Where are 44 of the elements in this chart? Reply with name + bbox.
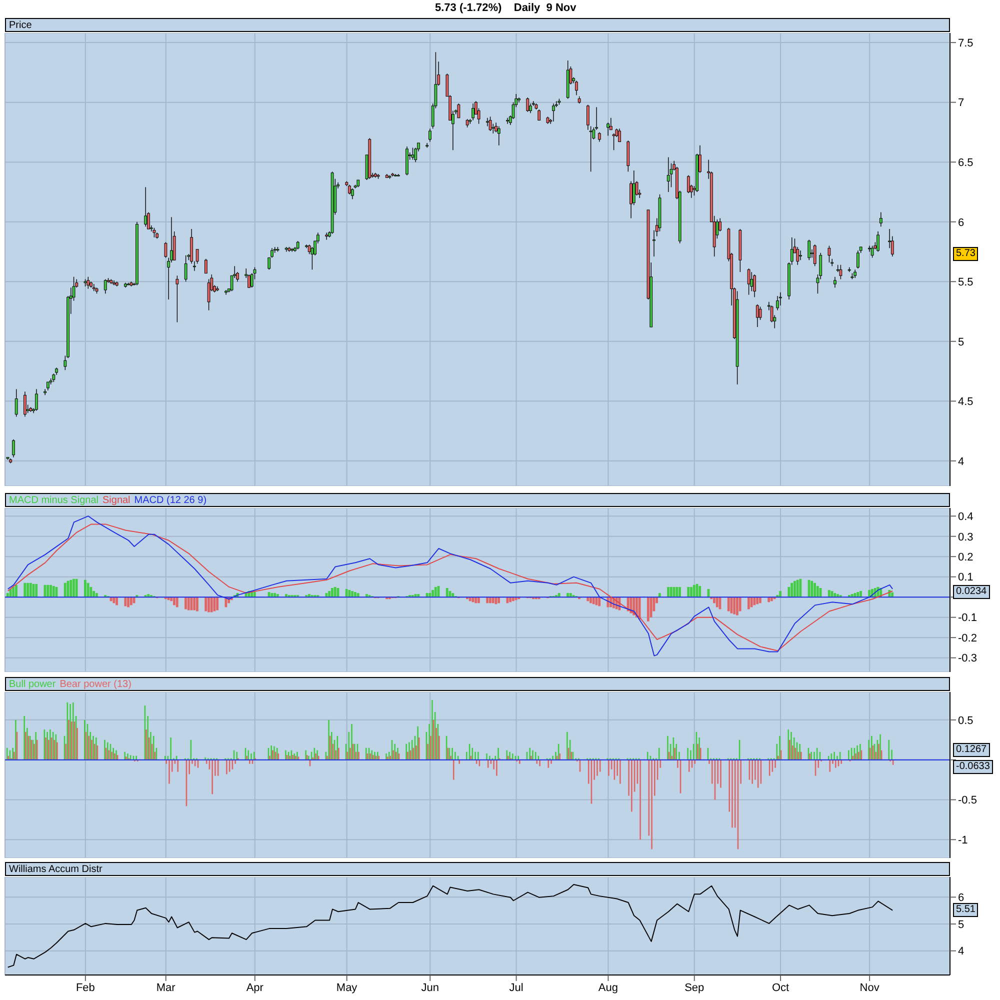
text: 0.1267 — [953, 742, 990, 757]
y-tick-label: 6 — [958, 216, 964, 229]
x-tick-label: Jun — [421, 982, 439, 994]
y-tick-label: -0.1 — [958, 612, 977, 624]
y-tick-label: 6 — [958, 892, 964, 904]
y-tick-label: 0.1 — [958, 572, 974, 584]
x-tick-label: Sep — [684, 982, 704, 994]
text: Bear power (13) — [60, 679, 132, 690]
y-tick-label: 4.5 — [958, 396, 974, 408]
series-label: Signal — [102, 495, 130, 506]
y-tick-label: 4 — [958, 946, 964, 958]
y-tick-label: 0.4 — [958, 511, 974, 524]
text: 5.73 — [953, 247, 978, 262]
text: 0.0234 — [953, 585, 990, 600]
x-tick-label: Nov — [860, 982, 880, 994]
y-tick-label: 5 — [958, 336, 964, 348]
y-axis-title: Price — [9, 20, 32, 31]
y-tick-label: 0.3 — [958, 531, 974, 544]
y-tick-label: 0.5 — [958, 714, 974, 727]
text: Williams Accum Distr — [9, 864, 102, 875]
y-tick-label: -0.5 — [958, 794, 977, 807]
x-tick-label: Aug — [598, 982, 618, 994]
y-tick-label: 7.5 — [958, 37, 974, 50]
x-tick-label: Jul — [509, 982, 524, 994]
x-tick-label: Apr — [246, 982, 264, 994]
y-tick-label: 0.2 — [958, 552, 974, 564]
y-tick-label: 5.5 — [958, 276, 974, 289]
text: MACD (12 26 9) — [134, 495, 207, 506]
x-tick-label: Oct — [772, 982, 790, 994]
y-tick-label: -0.2 — [958, 632, 977, 644]
y-tick-label: -1 — [958, 834, 968, 847]
x-tick-label: Feb — [76, 982, 95, 994]
y-tick-label: 6.5 — [958, 156, 974, 169]
text: 5.51 — [953, 903, 978, 918]
x-tick-label: May — [336, 982, 358, 994]
chart-title: 5.73 (-1.72%) Daily 9 Nov — [435, 2, 576, 14]
y-tick-label: 7 — [958, 97, 964, 110]
y-tick-label: 4 — [958, 456, 964, 468]
text: MACD minus Signal — [9, 495, 98, 506]
y-tick-label: 5 — [958, 918, 964, 931]
series-label: Bull power — [9, 679, 56, 690]
y-tick-label: -0.3 — [958, 652, 977, 665]
x-tick-label: Mar — [156, 982, 176, 994]
text: -0.0633 — [953, 760, 993, 774]
